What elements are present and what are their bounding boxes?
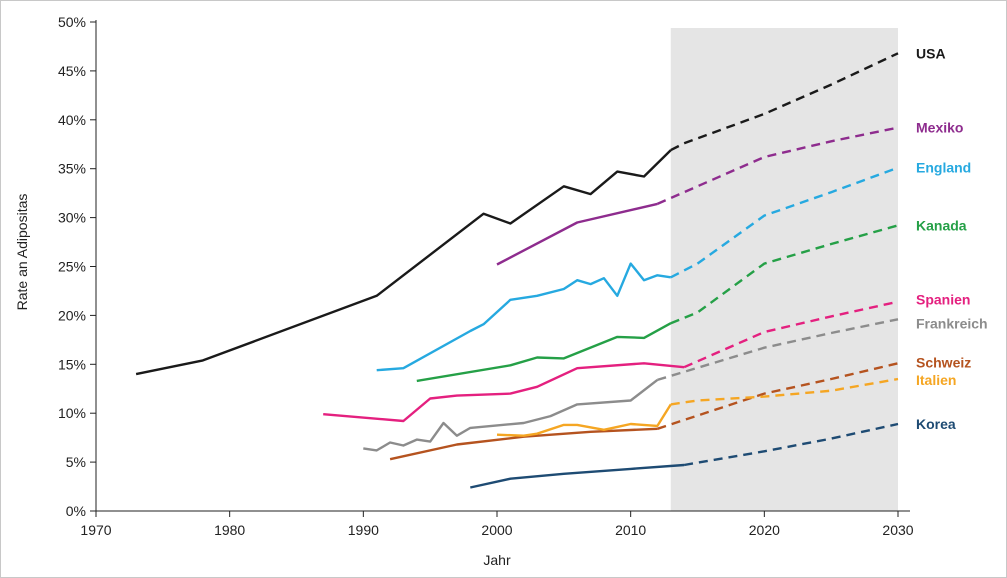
series-line-england — [376, 262, 671, 372]
series-projection-korea — [683, 422, 899, 467]
y-axis-title: Rate an Adipositas — [14, 194, 30, 311]
series-label-italien: Italien — [916, 372, 956, 388]
series-line-usa — [135, 149, 672, 376]
x-tick-label: 2030 — [882, 522, 913, 538]
axes — [95, 20, 910, 512]
x-tick-label: 2000 — [481, 522, 512, 538]
series-projection-frankreich — [657, 318, 899, 382]
y-tick-label: 15% — [58, 356, 86, 372]
y-tick-label: 20% — [58, 307, 86, 323]
series-line-korea — [470, 463, 685, 489]
y-tick-label: 0% — [66, 503, 86, 519]
y-tick-label: 45% — [58, 63, 86, 79]
y-tick-label: 35% — [58, 161, 86, 177]
series-label-england: England — [916, 160, 971, 176]
x-tick-label: 1970 — [80, 522, 111, 538]
series-projection-spanien — [683, 300, 899, 369]
series-projection-italien — [670, 377, 899, 406]
series-label-korea: Korea — [916, 416, 956, 432]
y-tick-label: 30% — [58, 210, 86, 226]
y-tick-label: 50% — [58, 14, 86, 30]
y-tick-label: 10% — [58, 405, 86, 421]
y-tick-label: 5% — [66, 454, 86, 470]
x-tick-label: 2020 — [749, 522, 780, 538]
x-axis-title: Jahr — [483, 552, 511, 568]
series-projection-kanada — [670, 224, 899, 325]
series-layer — [135, 52, 899, 489]
y-tick-label: 25% — [58, 259, 86, 275]
series-line-italien — [496, 403, 672, 437]
series-label-kanada: Kanada — [916, 217, 967, 233]
series-line-spanien — [323, 362, 685, 423]
series-label-schweiz: Schweiz — [916, 354, 971, 370]
x-tick-label: 2010 — [615, 522, 646, 538]
series-line-kanada — [416, 322, 672, 383]
x-tick-label: 1980 — [214, 522, 245, 538]
series-label-mexiko: Mexiko — [916, 120, 963, 136]
y-tick-label: 40% — [58, 112, 86, 128]
series-projection-england — [670, 166, 899, 279]
tick-layer: 0% 5% 10% 15% 20% 25% 30% 35% 40% 45% 50% 1970 1980 1… — [58, 14, 914, 538]
x-tick-label: 1990 — [348, 522, 379, 538]
series-label-frankreich: Frankreich — [916, 315, 988, 331]
series-label-spanien: Spanien — [916, 292, 970, 308]
series-labels: USA Mexiko England Kanada Spanien Frankreich S… — [916, 45, 988, 432]
projection-region-shading — [670, 28, 898, 511]
series-projection-schweiz — [657, 362, 899, 430]
series-line-schweiz — [389, 427, 658, 461]
series-projection-usa — [670, 52, 899, 152]
series-line-mexiko — [496, 202, 658, 266]
series-label-usa: USA — [916, 45, 946, 61]
series-line-frankreich — [363, 378, 659, 452]
